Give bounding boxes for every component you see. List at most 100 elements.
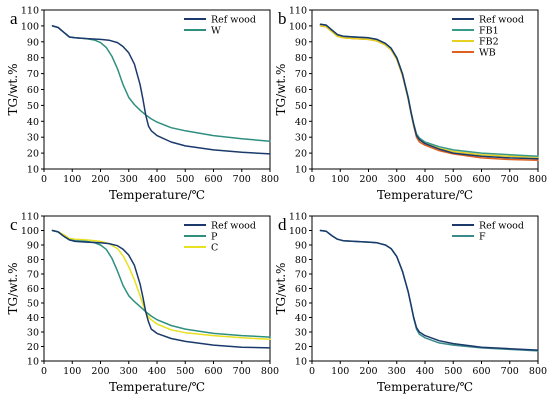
y-tick-label: 40 [295,313,307,324]
series-line-p [51,229,271,338]
y-tick-label: 30 [27,133,39,144]
y-tick-label: 100 [21,226,39,237]
x-tick-label: 0 [309,366,315,377]
series-line-fb2 [319,25,539,158]
x-tick-label: 0 [41,174,47,185]
plot-frame [311,215,539,362]
x-tick-label: 600 [472,174,490,185]
panel-letter: d [278,215,287,234]
x-tick-label: 700 [501,174,519,185]
x-axis-title: Temperature/℃ [377,380,473,394]
legend-label: WB [479,48,496,59]
y-tick-label: 100 [289,21,307,32]
y-tick-label: 60 [295,284,307,295]
x-tick-label: 300 [388,174,406,185]
series-line-w [51,25,271,142]
x-tick-label: 700 [501,366,519,377]
x-tick-label: 400 [148,174,166,185]
panel-letter: b [278,9,287,28]
panel-c: 0 100 200 300 400 500 600 700 800 10 20 30 40 50 60 70 8… [6,212,279,395]
panel-d: 0 100 200 300 400 500 600 700 800 10 20 30 40 50 60 70 8… [274,212,547,395]
y-tick-label: 20 [295,342,307,353]
y-tick-label: 80 [295,255,307,266]
y-tick-label: 80 [295,53,307,64]
y-tick-label: 10 [295,165,307,176]
y-tick-label: 40 [27,117,39,128]
series-line-fb1 [319,23,539,158]
y-tick-label: 30 [295,133,307,144]
x-tick-label: 100 [331,174,349,185]
y-tick-label: 30 [27,328,39,339]
x-tick-label: 200 [91,174,109,185]
x-tick-label: 500 [444,174,462,185]
x-tick-label: 400 [416,174,434,185]
x-tick-label: 400 [416,366,434,377]
series-line-wb [319,25,539,162]
y-tick-label: 20 [27,149,39,160]
x-tick-label: 200 [359,174,377,185]
y-tick-label: 50 [295,299,307,310]
plot-frame [43,9,271,170]
x-tick-label: 500 [444,366,462,377]
x-tick-label: 800 [261,366,279,377]
y-axis-title: TG/wt.% [6,64,20,116]
legend-label: W [211,26,221,37]
x-tick-label: 500 [176,366,194,377]
x-tick-label: 500 [176,174,194,185]
series-line-ref-wood [319,229,539,351]
legend-label: Ref wood [211,221,256,232]
series-group [319,23,539,162]
y-tick-label: 60 [27,284,39,295]
legend-label: Ref wood [211,15,256,26]
y-tick-label: 90 [295,37,307,48]
y-tick-label: 70 [295,69,307,80]
x-tick-label: 800 [529,174,547,185]
x-tick-label: 600 [472,366,490,377]
x-tick-label: 300 [120,174,138,185]
x-tick-label: 0 [309,174,315,185]
panel-letter: c [10,215,18,234]
y-axis-title: TG/wt.% [274,263,288,315]
series-group [51,25,271,155]
legend-label: Ref wood [479,15,524,26]
x-tick-label: 200 [91,366,109,377]
x-tick-label: 300 [120,366,138,377]
series-line-ref-wood [51,229,271,349]
x-axis-title: Temperature/℃ [109,188,205,202]
y-tick-label: 30 [295,328,307,339]
x-tick-label: 400 [148,366,166,377]
x-tick-label: 200 [359,366,377,377]
y-axis-title: TG/wt.% [274,64,288,116]
y-tick-label: 60 [27,85,39,96]
x-tick-label: 800 [529,366,547,377]
y-tick-label: 110 [21,6,39,17]
y-tick-label: 10 [27,357,39,368]
y-tick-label: 110 [289,212,307,223]
y-tick-label: 70 [27,270,39,281]
y-tick-label: 40 [295,117,307,128]
y-tick-label: 10 [295,357,307,368]
y-tick-label: 90 [27,241,39,252]
x-axis-title: Temperature/℃ [377,188,473,202]
x-tick-label: 100 [63,174,81,185]
x-tick-label: 600 [204,366,222,377]
series-line-ref-wood [319,23,539,160]
y-tick-label: 110 [289,6,307,17]
y-tick-label: 80 [27,53,39,64]
x-tick-label: 100 [331,366,349,377]
y-axis-title: TG/wt.% [6,263,20,315]
series-line-ref-wood [51,25,271,155]
legend-label: P [211,232,218,243]
panel-letter: a [10,9,18,28]
y-tick-label: 50 [27,101,39,112]
y-tick-label: 90 [27,37,39,48]
series-group [319,229,539,352]
panel-b: 0 100 200 300 400 500 600 700 800 10 20 30 40 50 60 70 8… [274,6,547,203]
legend-label: C [211,243,218,254]
plot-frame [43,215,271,362]
